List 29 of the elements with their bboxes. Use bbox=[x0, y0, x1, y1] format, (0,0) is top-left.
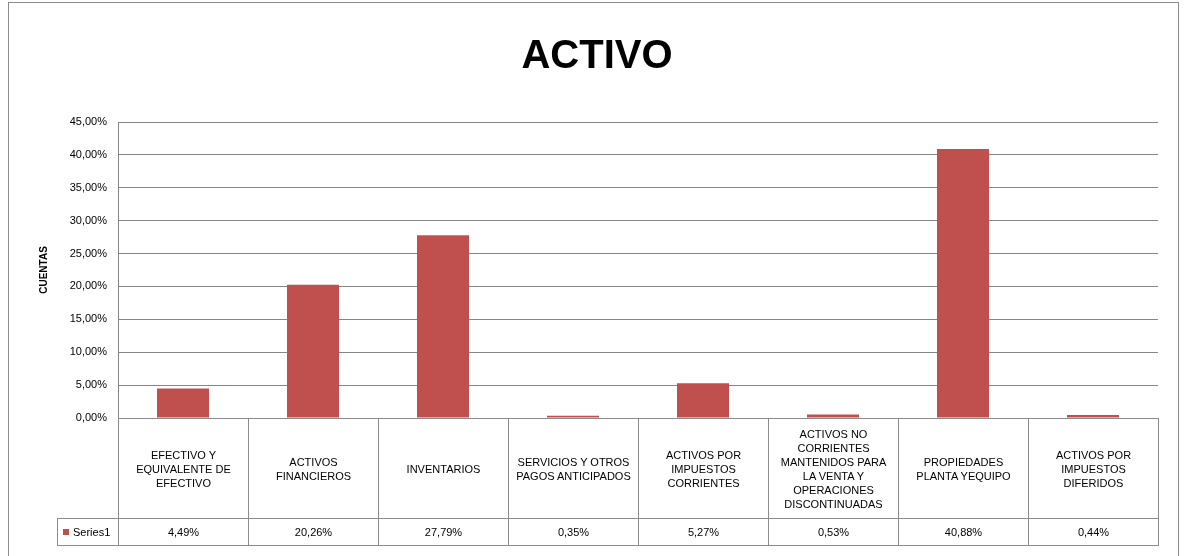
x-tick-label: EFECTIVO Y EQUIVALENTE DE EFECTIVO bbox=[118, 418, 249, 519]
x-tick-label: ACTIVOS POR IMPUESTOS DIFERIDOS bbox=[1028, 418, 1159, 519]
x-tick-label: ACTIVOS POR IMPUESTOS CORRIENTES bbox=[638, 418, 769, 519]
x-tick-label: PROPIEDADES PLANTA YEQUIPO bbox=[898, 418, 1029, 519]
data-label: 5,27% bbox=[638, 518, 769, 546]
y-tick-label: 25,00% bbox=[69, 246, 108, 259]
y-tick-label: 35,00% bbox=[69, 180, 108, 193]
y-tick-label: 20,00% bbox=[69, 279, 108, 292]
y-tick-label: 0,00% bbox=[75, 411, 108, 424]
data-label: 20,26% bbox=[248, 518, 379, 546]
data-label: 4,49% bbox=[118, 518, 249, 546]
x-tick-label: SERVICIOS Y OTROS PAGOS ANTICIPADOS bbox=[508, 418, 639, 519]
y-tick-label: 45,00% bbox=[69, 115, 108, 128]
y-tick-label: 30,00% bbox=[69, 213, 108, 226]
y-tick-label: 5,00% bbox=[75, 378, 108, 391]
data-label: 0,35% bbox=[508, 518, 639, 546]
data-label: 27,79% bbox=[378, 518, 509, 546]
y-tick-label: 15,00% bbox=[69, 312, 108, 325]
data-label: 0,53% bbox=[768, 518, 899, 546]
data-label: 0,44% bbox=[1028, 518, 1159, 546]
x-tick-label: INVENTARIOS bbox=[378, 418, 509, 519]
x-tick-label: ACTIVOS NO CORRIENTES MANTENIDOS PARA LA VENTA Y OPERACIONES DISCONTINUADAS bbox=[768, 418, 899, 519]
chart-title: ACTIVO bbox=[521, 32, 673, 77]
legend-label: Series1 bbox=[57, 518, 119, 546]
data-label: 40,88% bbox=[898, 518, 1029, 546]
y-tick-label: 40,00% bbox=[69, 147, 108, 160]
y-axis-title: CUENTAS bbox=[37, 245, 49, 294]
x-tick-label: ACTIVOS FINANCIEROS bbox=[248, 418, 379, 519]
y-tick-label: 10,00% bbox=[69, 345, 108, 358]
